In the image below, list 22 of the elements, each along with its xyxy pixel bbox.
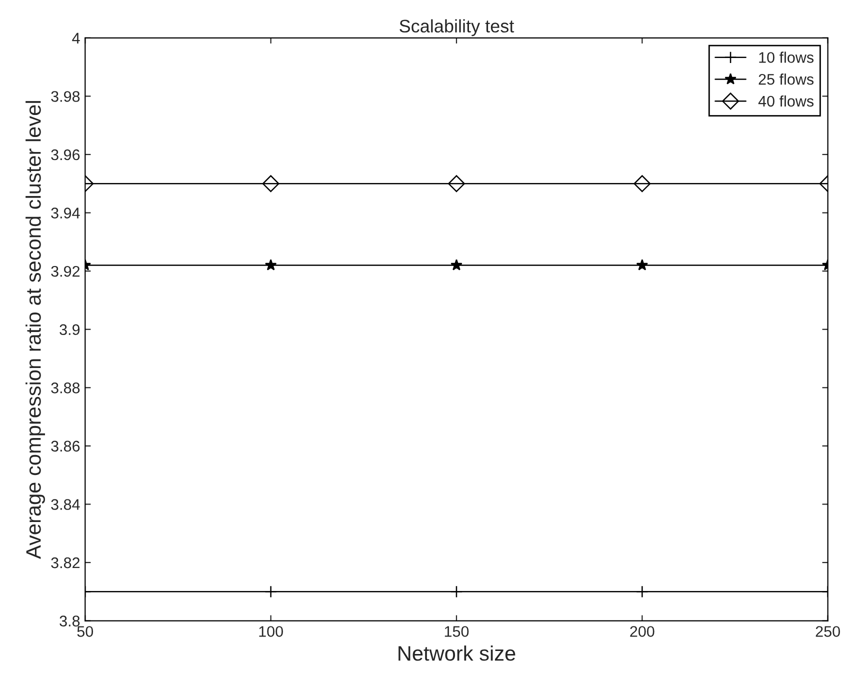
y-tick-label: 3.86 — [51, 440, 80, 452]
y-tick-label: 3.94 — [51, 208, 80, 218]
y-tick-label: 3.98 — [51, 91, 80, 102]
y-tick-label: 3.9 — [60, 324, 80, 336]
y-tick-label: 3.96 — [51, 149, 80, 160]
y-axis-title: Average compression ratio at second cluster level — [26, 101, 45, 559]
x-tick-label: 50 — [77, 626, 94, 637]
x-tick-label: 200 — [630, 626, 654, 637]
x-axis-title: Network size — [398, 645, 516, 661]
y-tick-label: 3.88 — [51, 382, 80, 394]
y-tick-label: 3.82 — [51, 557, 80, 568]
legend-label: 10 flows — [759, 52, 814, 63]
y-tick-label: 4 — [72, 32, 80, 44]
y-tick-label: 3.8 — [60, 616, 80, 626]
x-tick-label: 250 — [816, 626, 840, 637]
x-tick-label: 100 — [259, 626, 283, 637]
chart-title: Scalability test — [400, 19, 514, 36]
y-tick-label: 3.92 — [51, 266, 80, 277]
legend-label: 40 flows — [758, 95, 814, 107]
x-tick-label: 150 — [444, 626, 469, 637]
y-tick-label: 3.84 — [51, 499, 80, 510]
legend-label: 25 flows — [758, 74, 814, 85]
